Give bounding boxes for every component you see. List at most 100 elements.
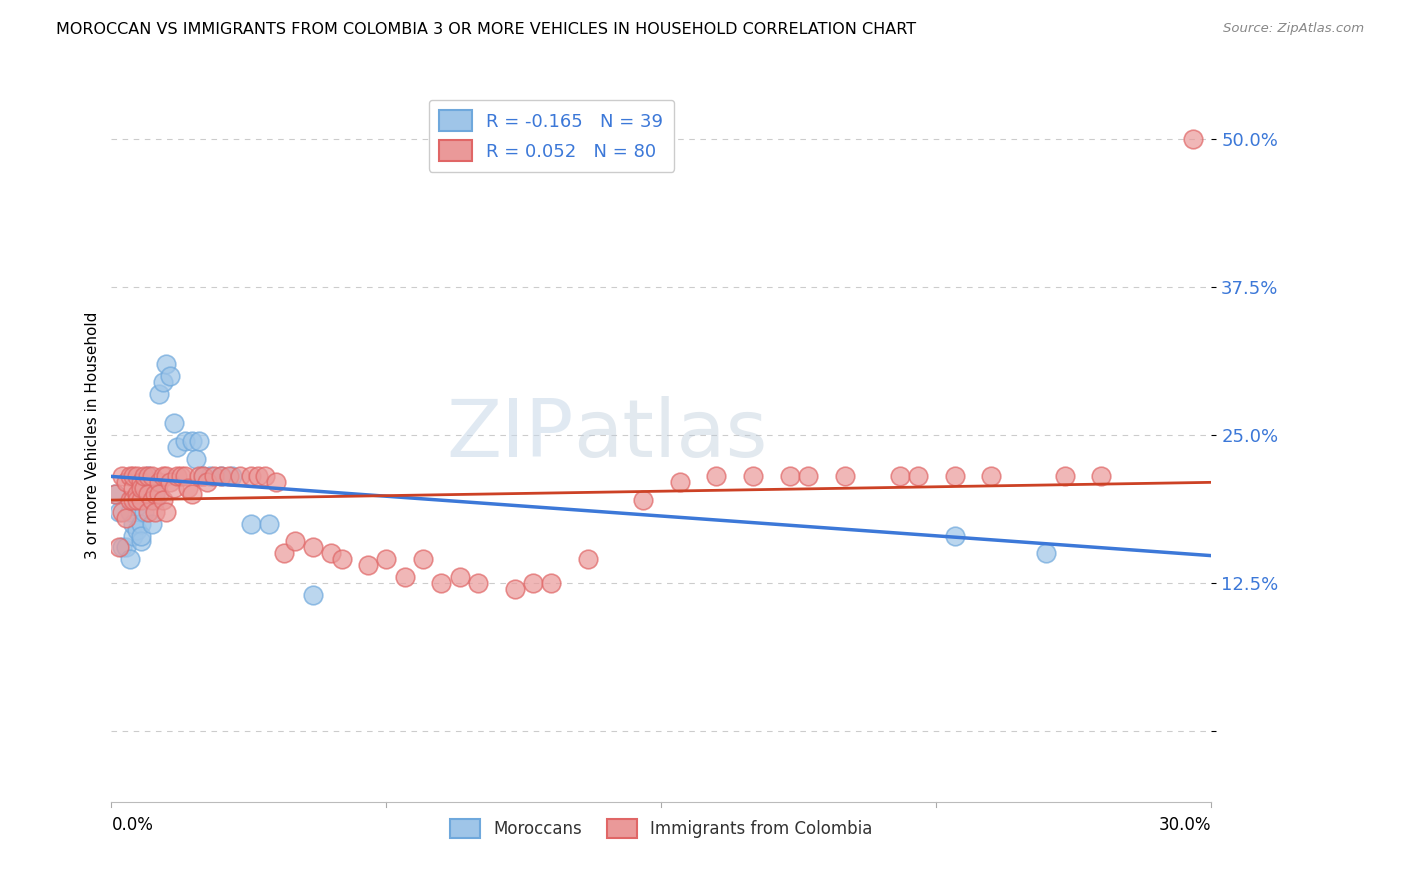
Point [129, 528, 152, 542]
Point [125, 523, 148, 537]
Point [145, 487, 167, 501]
Point [122, 469, 145, 483]
Point [118, 505, 141, 519]
Point [239, 469, 262, 483]
Point [668, 475, 690, 490]
Point [779, 469, 801, 483]
Point [145, 493, 167, 508]
Point [375, 552, 398, 566]
Point [159, 475, 181, 490]
Point [254, 469, 277, 483]
Point [191, 469, 214, 483]
Point [152, 375, 174, 389]
Point [148, 487, 170, 501]
Point [430, 575, 453, 590]
Point [125, 487, 148, 501]
Point [181, 487, 204, 501]
Point [889, 469, 911, 483]
Point [134, 481, 156, 495]
Text: 0.0%: 0.0% [111, 816, 153, 834]
Point [200, 469, 222, 483]
Point [302, 541, 325, 555]
Text: ZIP: ZIP [446, 396, 574, 474]
Point [148, 386, 170, 401]
Point [122, 481, 145, 495]
Point [115, 475, 138, 490]
Point [1053, 469, 1076, 483]
Point [136, 469, 159, 483]
Point [125, 469, 148, 483]
Point [188, 469, 211, 483]
Legend: Moroccans, Immigrants from Colombia: Moroccans, Immigrants from Colombia [443, 812, 880, 845]
Point [1035, 546, 1057, 560]
Point [467, 575, 489, 590]
Point [797, 469, 820, 483]
Point [134, 469, 156, 483]
Point [239, 516, 262, 531]
Point [145, 487, 167, 501]
Point [115, 541, 138, 555]
Point [155, 505, 177, 519]
Point [159, 368, 181, 383]
Point [129, 475, 152, 490]
Point [141, 516, 163, 531]
Point [122, 516, 145, 531]
Point [134, 505, 156, 519]
Text: Source: ZipAtlas.com: Source: ZipAtlas.com [1223, 22, 1364, 36]
Point [181, 434, 204, 448]
Point [412, 552, 434, 566]
Point [155, 357, 177, 371]
Point [136, 469, 159, 483]
Point [202, 469, 225, 483]
Point [111, 469, 134, 483]
Point [129, 481, 152, 495]
Point [152, 493, 174, 508]
Point [449, 570, 471, 584]
Point [302, 588, 325, 602]
Point [284, 534, 307, 549]
Point [394, 570, 416, 584]
Point [118, 469, 141, 483]
Point [266, 475, 288, 490]
Point [218, 469, 240, 483]
Point [332, 552, 354, 566]
Point [141, 475, 163, 490]
Text: MOROCCAN VS IMMIGRANTS FROM COLOMBIA 3 OR MORE VEHICLES IN HOUSEHOLD CORRELATION: MOROCCAN VS IMMIGRANTS FROM COLOMBIA 3 O… [56, 22, 917, 37]
Point [321, 546, 343, 560]
Point [1090, 469, 1112, 483]
Point [503, 582, 526, 596]
Point [141, 493, 163, 508]
Point [111, 541, 134, 555]
Point [191, 469, 214, 483]
Point [134, 493, 156, 508]
Point [129, 516, 152, 531]
Point [706, 469, 728, 483]
Point [145, 505, 167, 519]
Point [209, 469, 232, 483]
Point [107, 505, 129, 519]
Text: 30.0%: 30.0% [1159, 816, 1212, 834]
Point [177, 481, 200, 495]
Point [195, 475, 218, 490]
Point [257, 516, 280, 531]
Point [1182, 132, 1205, 146]
Point [209, 469, 232, 483]
Point [118, 552, 141, 566]
Point [115, 511, 138, 525]
Point [111, 505, 134, 519]
Point [273, 546, 295, 560]
Point [136, 487, 159, 501]
Point [122, 493, 145, 508]
Point [129, 493, 152, 508]
Point [576, 552, 599, 566]
Point [136, 505, 159, 519]
Point [155, 469, 177, 483]
Point [173, 434, 195, 448]
Point [357, 558, 380, 573]
Point [540, 575, 562, 590]
Point [166, 469, 188, 483]
Point [122, 528, 145, 542]
Point [129, 534, 152, 549]
Point [170, 469, 193, 483]
Point [163, 481, 186, 495]
